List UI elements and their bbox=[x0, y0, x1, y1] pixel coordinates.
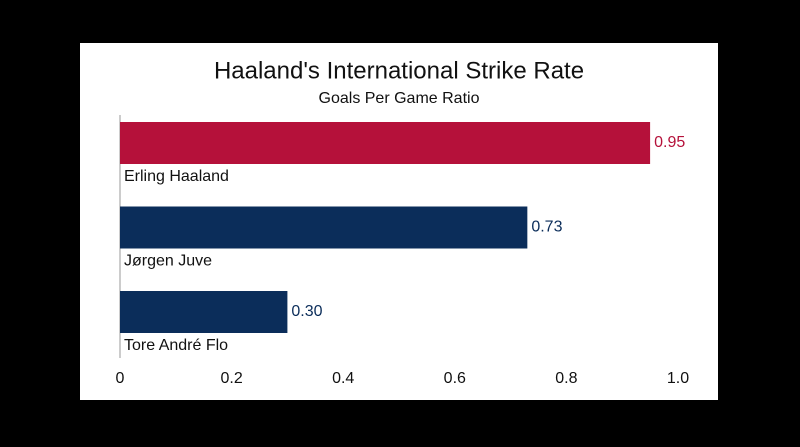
bar bbox=[120, 291, 288, 333]
value-label: 0.73 bbox=[531, 219, 562, 236]
bar bbox=[120, 206, 528, 249]
value-label: 0.95 bbox=[654, 134, 685, 151]
value-label: 0.30 bbox=[291, 303, 322, 320]
category-label: Tore André Flo bbox=[124, 337, 228, 354]
x-tick-label: 0.2 bbox=[220, 370, 242, 387]
chart-title: Haaland's International Strike Rate bbox=[214, 57, 584, 84]
x-tick-label: 0 bbox=[116, 370, 125, 387]
x-tick-label: 0.6 bbox=[444, 370, 466, 387]
bar bbox=[120, 122, 651, 164]
x-tick-label: 0.4 bbox=[332, 370, 354, 387]
x-tick-label: 1.0 bbox=[667, 370, 689, 387]
category-label: Erling Haaland bbox=[124, 168, 229, 185]
chart-subtitle: Goals Per Game Ratio bbox=[319, 90, 480, 107]
x-tick-label: 0.8 bbox=[555, 370, 577, 387]
category-label: Jørgen Juve bbox=[124, 253, 212, 270]
